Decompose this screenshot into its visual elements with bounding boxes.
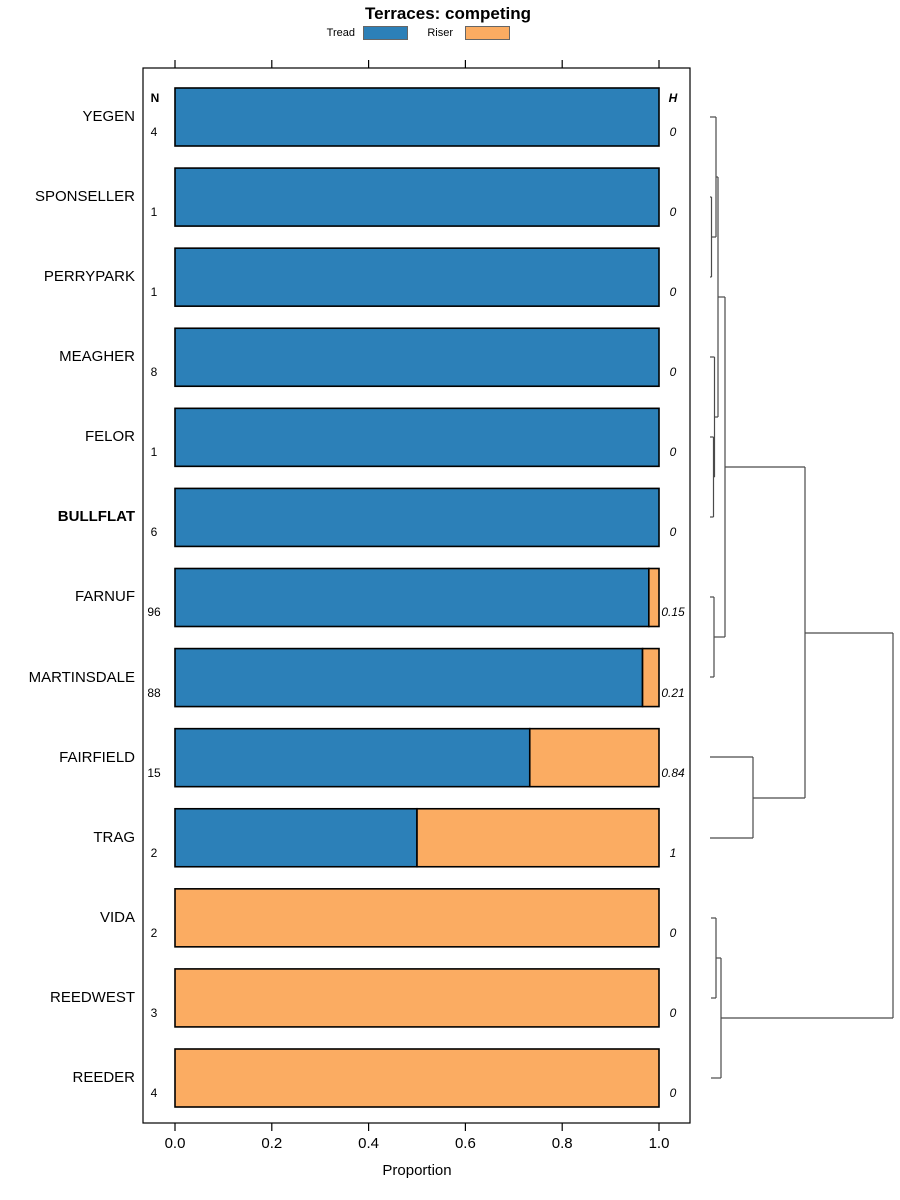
- bar-segment-riser: [174, 968, 660, 1028]
- bar-segment-riser: [528, 727, 660, 788]
- site-label: FARNUF: [75, 588, 135, 606]
- legend-swatch-riser: [465, 26, 510, 40]
- x-tick-label: 1.0: [648, 1135, 670, 1152]
- bar-segment-tread: [174, 487, 660, 548]
- bar-segment-tread: [174, 247, 660, 307]
- n-value: 4: [150, 1085, 158, 1100]
- legend-label-tread: Tread: [326, 27, 355, 39]
- h-value: 0: [669, 925, 677, 940]
- site-label: FAIRFIELD: [59, 748, 135, 766]
- bar-segment-tread: [174, 327, 660, 388]
- site-label: REEDER: [72, 1068, 135, 1086]
- chart-title: Terraces: competing: [365, 4, 531, 23]
- n-value: 3: [150, 1005, 158, 1020]
- legend-label-riser: Riser: [427, 27, 453, 39]
- bar-segment-tread: [174, 167, 660, 227]
- x-tick-label: 0.8: [551, 1135, 573, 1152]
- h-value: 1: [669, 845, 677, 860]
- site-label: YEGEN: [82, 108, 135, 125]
- bar-segment-riser: [648, 567, 660, 628]
- n-value: 15: [147, 765, 161, 780]
- site-label: BULLFLAT: [57, 508, 135, 526]
- n-value: 88: [147, 685, 161, 700]
- h-column-header: H: [668, 91, 678, 105]
- bar-segment-tread: [174, 647, 644, 708]
- bar-segment-riser: [416, 807, 660, 868]
- axis-ticks-layer: [174, 60, 660, 1131]
- h-value: 0: [669, 445, 677, 460]
- n-value: 1: [150, 445, 158, 460]
- h-value: 0: [669, 365, 677, 380]
- bar-segment-riser: [641, 647, 660, 708]
- bar-segment-tread: [174, 87, 660, 147]
- bar-segment-tread: [174, 567, 650, 628]
- site-label: REEDWEST: [49, 988, 135, 1006]
- n-value: 4: [150, 125, 158, 139]
- site-label: MARTINSDALE: [28, 668, 135, 686]
- h-value: 0.21: [661, 685, 685, 700]
- n-value: 8: [150, 365, 158, 380]
- h-value: 0: [669, 525, 677, 540]
- bars-layer: [174, 87, 660, 1108]
- x-tick-label: 0.2: [261, 1135, 283, 1152]
- n-column-header: N: [150, 91, 160, 105]
- h-value: 0: [669, 205, 677, 220]
- n-value: 6: [150, 525, 158, 540]
- x-tick-label: 0.6: [454, 1135, 476, 1152]
- bar-segment-tread: [174, 727, 531, 788]
- h-value: 0.15: [661, 605, 685, 620]
- h-value: 0: [669, 1005, 677, 1020]
- site-label: VIDA: [99, 908, 135, 926]
- n-value: 1: [150, 285, 158, 300]
- bar-segment-tread: [174, 407, 660, 468]
- site-label: SPONSELLER: [34, 188, 135, 206]
- site-label: TRAG: [93, 828, 135, 846]
- plot-border: [142, 67, 691, 1124]
- n-value: 2: [150, 845, 158, 860]
- bar-segment-riser: [174, 888, 660, 948]
- site-label: FELOR: [84, 428, 135, 446]
- dendrogram: [710, 116, 894, 1079]
- h-value: 0.84: [661, 765, 685, 780]
- bar-segment-riser: [174, 1048, 660, 1108]
- legend-swatch-tread: [363, 26, 408, 40]
- h-value: 0: [669, 285, 677, 300]
- n-value: 96: [147, 605, 161, 620]
- bar-segment-tread: [174, 807, 418, 868]
- x-tick-label: 0.0: [164, 1135, 186, 1152]
- n-value: 2: [150, 925, 158, 940]
- site-label: PERRYPARK: [43, 268, 135, 286]
- h-value: 0: [669, 125, 677, 139]
- h-value: 0: [669, 1085, 677, 1100]
- x-axis-title: Proportion: [382, 1162, 452, 1179]
- site-label: MEAGHER: [59, 348, 135, 366]
- n-value: 1: [150, 205, 158, 220]
- x-tick-label: 0.4: [358, 1135, 380, 1152]
